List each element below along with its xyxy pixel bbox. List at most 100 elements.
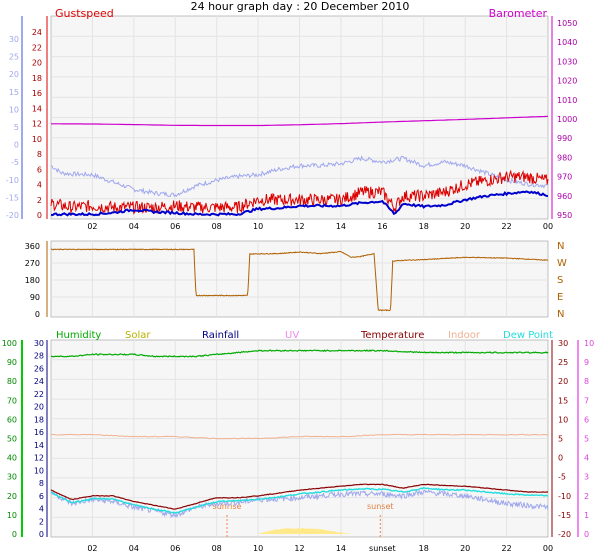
axis-tick-label: 8: [584, 377, 589, 386]
time-tick-label: 12: [294, 222, 304, 231]
axis-tick-label: 20: [34, 403, 44, 412]
axis-tick-label: 90: [7, 358, 17, 367]
legend-solar: Solar: [125, 330, 151, 341]
chart-title: 24 hour graph day : 20 December 2010: [191, 0, 410, 13]
legend-temperature: Temperature: [360, 330, 424, 341]
axis-tick-label: 20: [7, 492, 17, 501]
axis-tick-label: 20: [9, 70, 19, 79]
axis-tick-label: 30: [34, 339, 44, 348]
axis-tick-label: E: [557, 292, 563, 303]
axis-tick-label: 360: [25, 242, 40, 251]
axis-tick-label: -15: [6, 193, 19, 202]
sunset-label: sunset: [367, 502, 394, 511]
time-tick-label: 08: [212, 222, 222, 231]
axis-tick-label: S: [557, 275, 563, 286]
axis-tick-label: 1020: [557, 77, 577, 86]
time-tick-label: 18: [419, 222, 429, 231]
time-tick-label: 14: [336, 222, 346, 231]
axis-tick-label: W: [557, 258, 567, 269]
axis-tick-label: 4: [39, 505, 44, 514]
time-tick-label: 02: [87, 544, 97, 553]
axis-tick-label: 0: [584, 530, 589, 539]
axis-tick-label: 60: [7, 415, 17, 424]
axis-tick-label: -15: [558, 511, 571, 520]
axis-tick-label: 30: [7, 473, 17, 482]
barometer-label: Barometer: [489, 7, 548, 20]
axis-tick-label: 0: [37, 211, 42, 220]
time-tick-label: 02: [87, 222, 97, 231]
legend-humidity: Humidity: [56, 330, 101, 341]
axis-tick-label: 20: [558, 377, 568, 386]
axis-tick-label: -5: [558, 473, 566, 482]
axis-tick-label: 990: [557, 134, 572, 143]
axis-tick-label: 0: [35, 310, 40, 319]
axis-tick-label: 0: [39, 530, 44, 539]
axis-tick-label: 1000: [557, 115, 577, 124]
axis-tick-label: 8: [37, 150, 42, 159]
time-tick-label: 00: [543, 544, 553, 553]
axis-tick-label: 10: [32, 135, 42, 144]
legend-dew-point: Dew Point: [503, 330, 553, 341]
axis-tick-label: 20: [32, 59, 42, 68]
axis-tick-label: 2: [37, 196, 42, 205]
axis-tick-label: 30: [9, 35, 19, 44]
axis-tick-label: 4: [37, 181, 42, 190]
axis-tick-label: 4: [584, 454, 589, 463]
axis-tick-label: 16: [34, 428, 44, 437]
axis-tick-label: 28: [34, 352, 44, 361]
axis-tick-label: 14: [32, 104, 42, 113]
axis-tick-label: 14: [34, 441, 44, 450]
axis-tick-label: 1010: [557, 96, 577, 105]
axis-tick-label: 16: [32, 89, 42, 98]
axis-tick-label: 10: [9, 105, 19, 114]
legend-uv: UV: [285, 330, 299, 341]
legend-indoor: Indoor: [448, 330, 481, 341]
axis-tick-label: -10: [558, 492, 571, 501]
legend-rainfall: Rainfall: [202, 330, 239, 341]
axis-tick-label: 0: [12, 530, 17, 539]
axis-tick-label: 10: [558, 415, 568, 424]
axis-tick-label: 7: [584, 396, 589, 405]
axis-tick-label: 270: [25, 259, 40, 268]
axis-tick-label: 24: [34, 377, 44, 386]
axis-tick-label: 25: [9, 53, 19, 62]
axis-tick-label: 6: [584, 415, 589, 424]
axis-tick-label: 1050: [557, 19, 577, 28]
panel-temp-humidity: Humidity Solar Rainfall UV Temperature Indoor…: [2, 330, 594, 553]
time-tick-label: 16: [377, 222, 387, 231]
time-tick-label: 18: [419, 544, 429, 553]
axis-tick-label: 960: [557, 192, 572, 201]
time-tick-label: 22: [501, 222, 511, 231]
time-tick-label: 10: [253, 544, 263, 553]
time-tick-label: 14: [336, 544, 346, 553]
axis-tick-label: 1040: [557, 38, 577, 47]
axis-tick-label: 40: [7, 454, 17, 463]
axis-tick-label: 50: [7, 435, 17, 444]
axis-tick-label: 10: [34, 466, 44, 475]
axis-tick-label: -10: [6, 176, 19, 185]
axis-tick-label: 5: [584, 435, 589, 444]
panel-wind-baro: Gustspeed Barometer 302520151050-5-10-15…: [6, 7, 577, 231]
series-barometer-line: [51, 115, 549, 127]
sunrise-label: sunrise: [213, 502, 242, 511]
time-tick-label: 20: [460, 222, 470, 231]
time-tick-label: 06: [170, 222, 180, 231]
series-dewpoint-line: [50, 486, 549, 514]
axis-tick-label: -20: [558, 530, 571, 539]
axis-tick-label: 980: [557, 153, 572, 162]
axis-tick-label: 2: [584, 492, 589, 501]
axis-tick-label: -20: [6, 211, 19, 220]
series-outdoor-temp-line: [50, 488, 549, 519]
axis-tick-label: 9: [584, 358, 589, 367]
axis-tick-label: N: [557, 309, 564, 320]
series-indoor-line: [50, 433, 548, 440]
axis-tick-label: 1: [584, 511, 589, 520]
time-tick-label: 06: [170, 544, 180, 553]
axis-tick-label: 18: [32, 74, 42, 83]
axis-tick-label: 90: [30, 293, 40, 302]
axis-tick-label: 15: [9, 88, 19, 97]
time-tick-label: 10: [253, 222, 263, 231]
axis-tick-label: 22: [34, 390, 44, 399]
series-temperature-line: [50, 483, 549, 510]
